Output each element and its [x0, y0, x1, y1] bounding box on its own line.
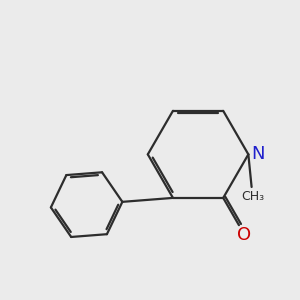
Text: O: O	[237, 226, 251, 244]
Text: CH₃: CH₃	[241, 190, 264, 203]
Text: N: N	[251, 146, 265, 164]
